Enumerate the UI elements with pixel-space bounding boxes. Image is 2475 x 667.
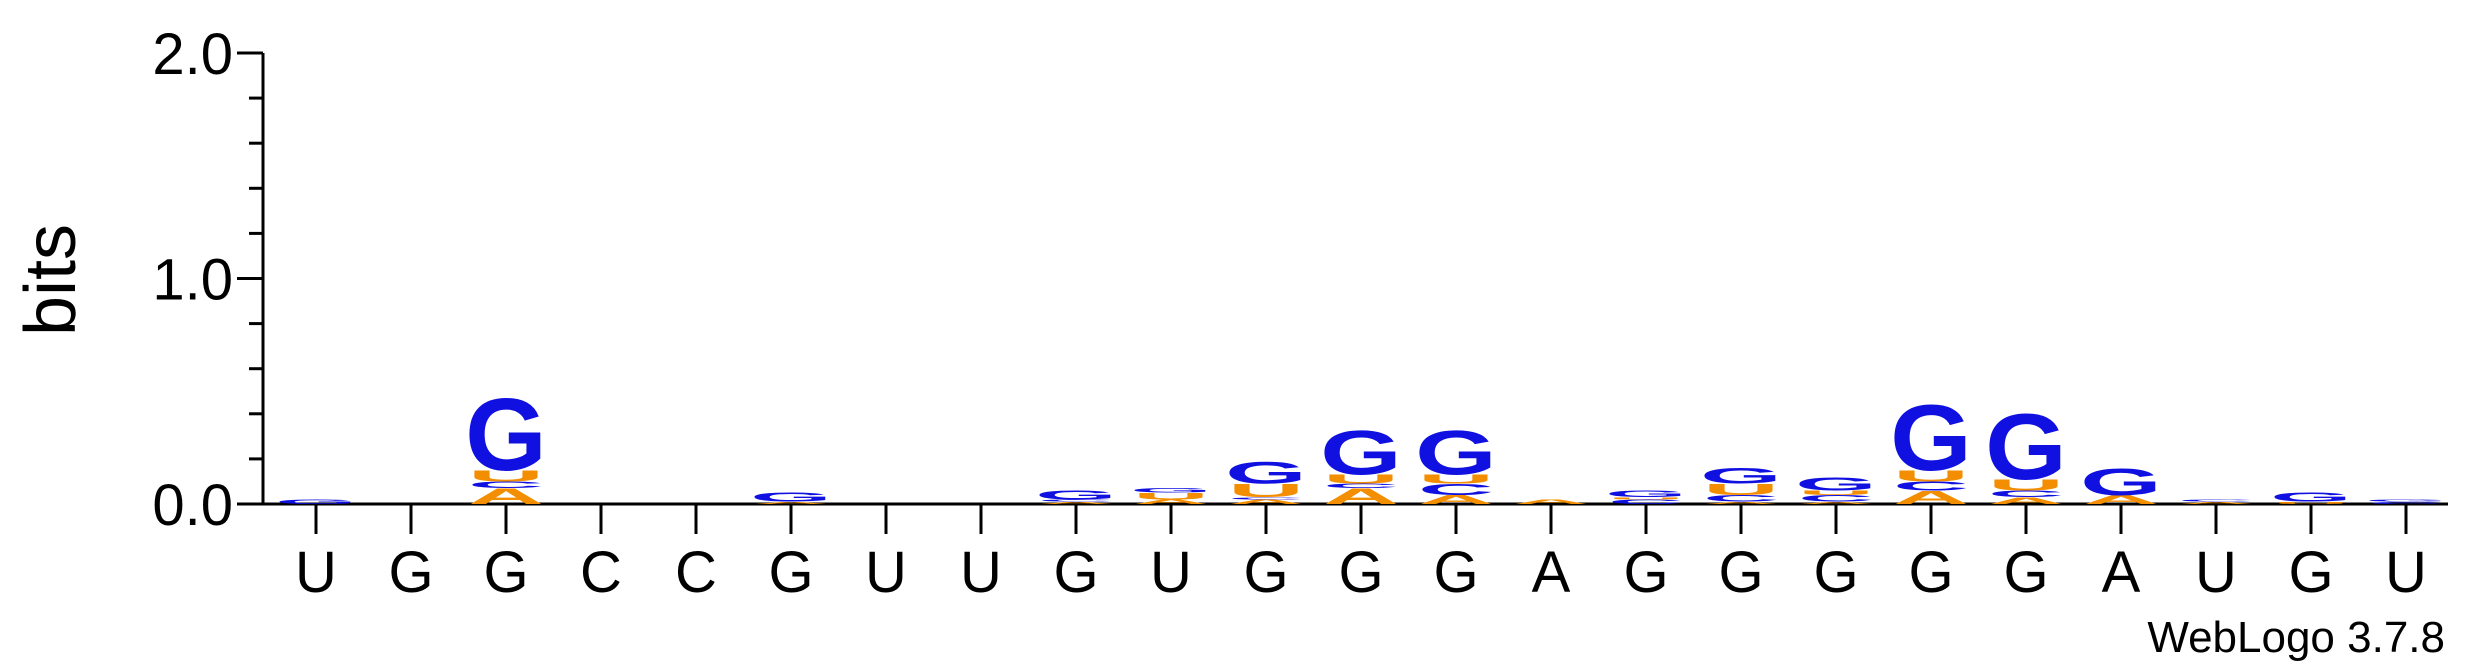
x-tick-label: G: [1813, 540, 1858, 605]
logo-letter: U: [1798, 489, 1874, 496]
logo-letter: U: [1228, 480, 1304, 501]
logo-letter: U: [1893, 467, 1969, 485]
x-tick-label: A: [1532, 540, 1571, 605]
x-tick-label: U: [2385, 540, 2427, 605]
logo-letter: G: [2080, 461, 2162, 503]
x-tick-label: G: [483, 540, 528, 605]
logo-letter: C: [1228, 497, 1304, 500]
y-tick-label: 1.0: [152, 248, 233, 313]
logo-letter: G: [465, 378, 547, 493]
x-tick-label: G: [2003, 540, 2048, 605]
logo-letter: U: [1608, 497, 1684, 500]
x-tick-label: U: [865, 540, 907, 605]
logo-letter: C: [1798, 493, 1874, 503]
x-tick-label: C: [675, 540, 717, 605]
logo-letter: C: [468, 480, 544, 490]
logo-letter: C: [1988, 489, 2064, 499]
logo-letter: A: [2178, 501, 2254, 504]
y-tick-label: 0.0: [152, 473, 233, 538]
x-tick-label: U: [295, 540, 337, 605]
logo-letter: U: [468, 467, 544, 485]
x-tick-label: G: [1623, 540, 1668, 605]
logo-letter: A: [1513, 498, 1589, 505]
x-tick-label: U: [960, 540, 1002, 605]
x-tick-label: U: [1150, 540, 1192, 605]
logo-letter: G: [1130, 487, 1212, 494]
logo-letter: G: [1700, 464, 1782, 489]
logo-letter: A: [1798, 501, 1874, 504]
y-axis-label: bits: [11, 224, 91, 336]
y-tick-label: 2.0: [152, 22, 233, 87]
logo-letter: A: [1418, 493, 1494, 507]
logo-letter: U: [1133, 491, 1209, 501]
logo-letter: U: [1323, 472, 1399, 486]
logo-letter: G: [1795, 474, 1877, 495]
x-tick-label: G: [1053, 540, 1098, 605]
logo-letter: A: [1133, 498, 1209, 505]
x-tick-label: U: [2195, 540, 2237, 605]
logo-letter: A: [1038, 501, 1114, 504]
logo-letter: C: [1038, 499, 1114, 502]
logo-letter: U: [2273, 501, 2349, 504]
logo-letter: C: [2178, 499, 2254, 502]
logo-letter: C: [1608, 498, 1684, 505]
logo-letter: G: [2270, 490, 2352, 504]
x-tick-label: A: [2102, 540, 2141, 605]
logo-letter: A: [1323, 484, 1399, 509]
logo-letter: A: [1988, 496, 2064, 506]
logo-letter: C: [1418, 481, 1494, 499]
logo-letter: C: [1893, 479, 1969, 493]
logo-letter: G: [1415, 419, 1497, 489]
logo-letter: G: [1320, 419, 1402, 489]
logo-letter: C: [1703, 493, 1779, 503]
logo-letter: G: [1605, 489, 1687, 499]
logo-letter: A: [1893, 487, 1969, 508]
logo-letter: G: [275, 498, 357, 505]
logo-letter: A: [1228, 498, 1304, 505]
logo-letter: G: [2365, 499, 2447, 502]
logo-letter: U: [1988, 476, 2064, 494]
logo-letter: G: [1035, 488, 1117, 502]
logo-letter: A: [468, 484, 544, 509]
logo-letter: U: [1418, 472, 1494, 486]
logo-letter: G: [1890, 386, 1972, 491]
logo-letter: A: [1703, 501, 1779, 504]
logo-letter: C: [1323, 483, 1399, 490]
x-tick-label: G: [1338, 540, 1383, 605]
x-tick-label: G: [1243, 540, 1288, 605]
logo-letter: G: [1225, 456, 1307, 491]
x-tick-label: C: [580, 540, 622, 605]
logo-letter: G: [750, 490, 832, 504]
logo-letter: G: [1985, 395, 2067, 500]
x-tick-label: G: [2288, 540, 2333, 605]
footer: WebLogo 3.7.8: [2147, 613, 2445, 662]
x-tick-label: G: [1433, 540, 1478, 605]
logo-letter: C: [2368, 501, 2444, 504]
logo-letter: A: [2083, 493, 2159, 507]
x-tick-label: G: [388, 540, 433, 605]
x-tick-label: G: [1908, 540, 1953, 605]
x-tick-label: G: [1718, 540, 1763, 605]
logo-letter: A: [753, 501, 829, 504]
logo-letter: U: [1703, 481, 1779, 499]
x-tick-label: G: [768, 540, 813, 605]
